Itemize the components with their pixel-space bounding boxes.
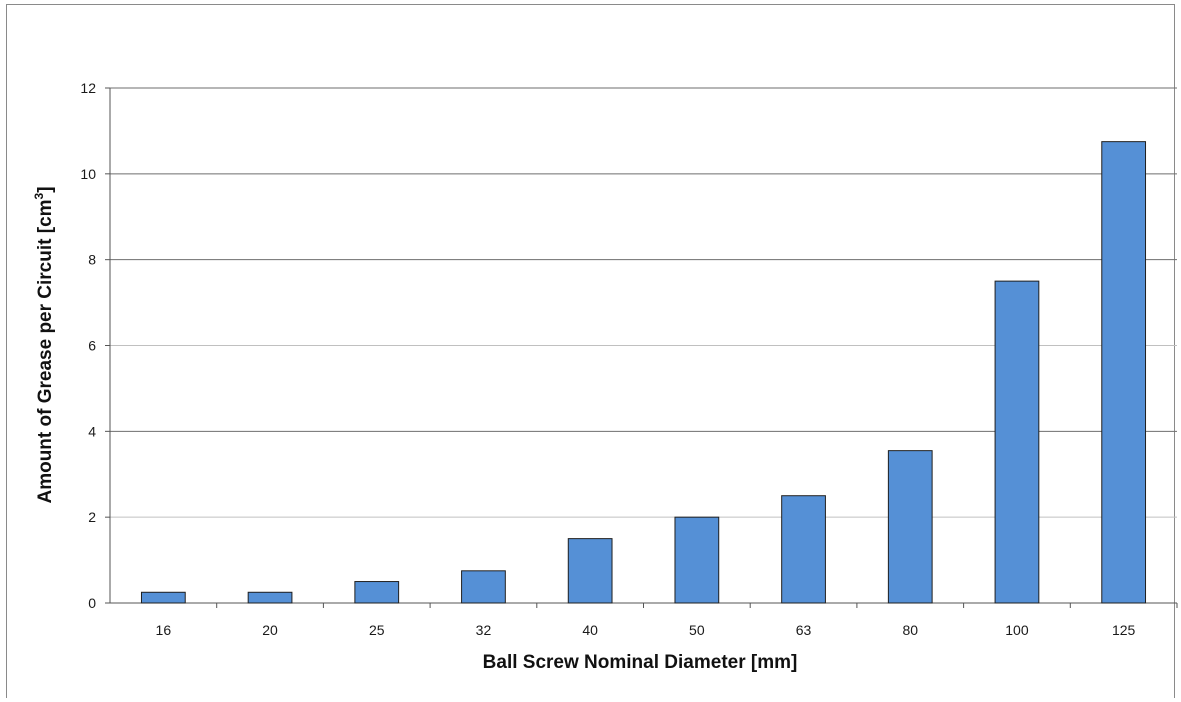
y-axis-title-main: Amount of Grease per Circuit [cm xyxy=(35,199,56,503)
y-axis-title: Amount of Grease per Circuit [cm3] xyxy=(32,186,56,503)
gridlines xyxy=(110,87,1177,518)
y-axis-title-end: ] xyxy=(35,186,56,192)
y-tick-label-12: 12 xyxy=(80,80,96,96)
x-tick-labels: 16 20 25 32 40 50 63 80 100 125 xyxy=(156,622,1136,638)
y-tick-labels: 0 2 4 6 8 10 12 xyxy=(80,80,96,611)
x-tick-label-32: 32 xyxy=(476,622,492,638)
x-tick-label-125: 125 xyxy=(1112,622,1136,638)
bar-20 xyxy=(247,591,293,604)
y-tick-label-2: 2 xyxy=(88,509,96,525)
x-tick-label-63: 63 xyxy=(796,622,812,638)
bar-32 xyxy=(461,570,506,604)
y-axis-title-superscript: 3 xyxy=(32,192,46,199)
bar-40 xyxy=(567,538,613,604)
x-tick-label-100: 100 xyxy=(1005,622,1029,638)
bars xyxy=(140,141,1147,604)
x-tick-label-40: 40 xyxy=(582,622,598,638)
y-tick-label-4: 4 xyxy=(88,423,96,439)
bar-16 xyxy=(140,591,186,604)
y-tick-label-10: 10 xyxy=(80,166,96,182)
bar-125 xyxy=(1101,141,1147,604)
chart-frame xyxy=(6,4,1175,698)
y-tick-label-8: 8 xyxy=(88,252,96,268)
bar-63 xyxy=(781,495,826,604)
bar-100 xyxy=(994,280,1040,604)
bar-25 xyxy=(354,581,400,604)
x-tick-label-16: 16 xyxy=(156,622,172,638)
x-tick-label-25: 25 xyxy=(369,622,385,638)
x-tick-label-80: 80 xyxy=(902,622,918,638)
x-tick-label-20: 20 xyxy=(262,622,278,638)
x-tick-label-50: 50 xyxy=(689,622,705,638)
y-tick-label-0: 0 xyxy=(88,595,96,611)
y-tick-label-6: 6 xyxy=(88,338,96,354)
x-axis-title: Ball Screw Nominal Diameter [mm] xyxy=(483,652,798,673)
bar-80 xyxy=(887,450,933,604)
bar-50 xyxy=(674,516,720,604)
